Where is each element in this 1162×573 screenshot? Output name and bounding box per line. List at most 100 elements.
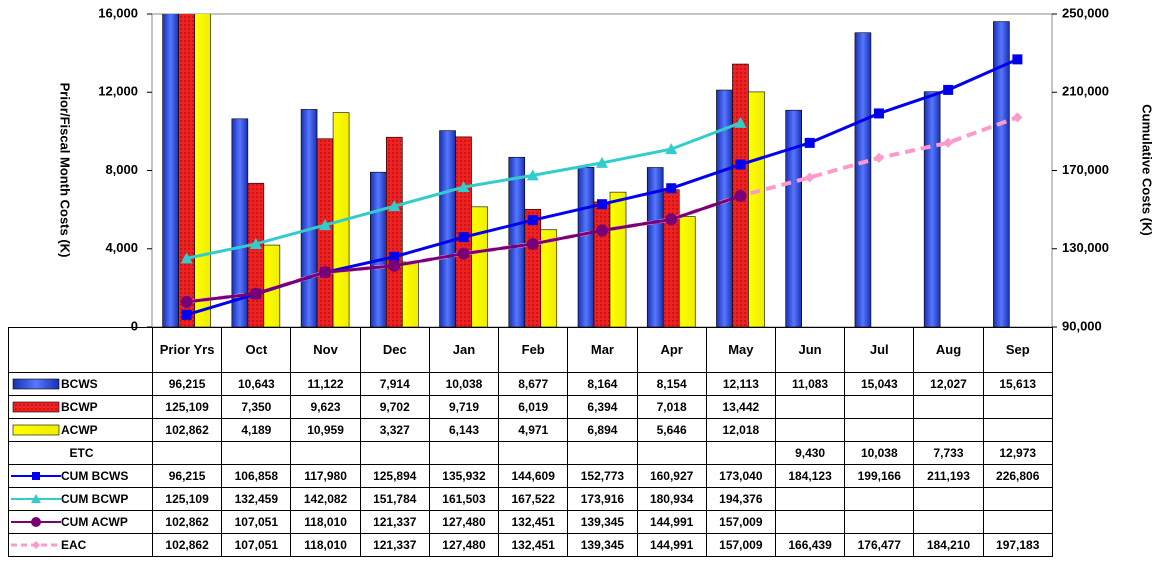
data-cell: 127,480 xyxy=(428,533,500,557)
x-tick-label: Nov xyxy=(290,327,361,373)
bar xyxy=(455,136,472,327)
data-cell: 226,806 xyxy=(982,464,1053,488)
data-cell xyxy=(774,395,846,419)
data-cell: 160,927 xyxy=(636,464,707,488)
marker xyxy=(388,200,401,212)
data-cell: 125,894 xyxy=(359,464,430,488)
legend-key xyxy=(12,379,60,390)
x-tick-label: Jul xyxy=(844,327,915,373)
data-cell: 151,784 xyxy=(359,487,430,511)
data-cell: 197,183 xyxy=(982,533,1053,557)
data-cell xyxy=(774,418,846,442)
marker xyxy=(319,266,332,279)
data-cell: 121,337 xyxy=(359,510,430,534)
corner xyxy=(8,327,153,373)
data-cell: 6,143 xyxy=(428,418,500,442)
data-cell: 9,702 xyxy=(359,395,430,419)
marker xyxy=(1012,54,1023,65)
data-cell: 199,166 xyxy=(844,464,915,488)
legend-cell: BCWP xyxy=(8,395,153,419)
x-tick-label: Jun xyxy=(774,327,846,373)
marker xyxy=(249,237,262,249)
marker xyxy=(597,199,607,210)
data-cell: 9,623 xyxy=(290,395,361,419)
marker xyxy=(388,259,401,272)
y-tick-label: 4,000 xyxy=(105,240,138,255)
x-tick-label: Oct xyxy=(221,327,292,373)
data-cell xyxy=(913,395,984,419)
marker xyxy=(526,237,539,250)
legend-label: CUM ACWP xyxy=(61,514,128,529)
data-cell: 7,914 xyxy=(359,372,430,396)
marker xyxy=(873,152,884,163)
marker xyxy=(527,215,538,226)
bar xyxy=(524,208,542,327)
bar xyxy=(993,21,1010,327)
x-tick-label: Prior Yrs xyxy=(151,327,223,373)
data-cell xyxy=(498,441,569,465)
data-cell: 180,934 xyxy=(636,487,707,511)
legend-swatch xyxy=(12,402,60,413)
data-cell: 4,971 xyxy=(498,418,569,442)
y-tick-label: 12,000 xyxy=(98,84,138,99)
data-cell xyxy=(221,441,292,465)
bar xyxy=(923,91,941,327)
legend-label: CUM BCWP xyxy=(61,491,129,506)
table-row: ETC 9,430 10,038 7,733 12,973 xyxy=(8,441,1053,465)
data-cell: 6,394 xyxy=(567,395,638,419)
data-cell: 166,439 xyxy=(774,533,846,557)
y-tick-label: 8,000 xyxy=(105,162,138,177)
data-cell: 142,082 xyxy=(290,487,361,511)
data-cell xyxy=(844,395,915,419)
data-cell: 211,193 xyxy=(913,464,984,488)
marker xyxy=(943,137,954,148)
y2-tick-label: 90,000 xyxy=(1062,318,1102,333)
data-cell: 117,980 xyxy=(290,464,361,488)
data-cell: 144,609 xyxy=(498,464,569,488)
x-tick-label: Feb xyxy=(498,327,569,373)
legend-label: EAC xyxy=(61,537,87,552)
legend-key xyxy=(11,494,61,504)
bar xyxy=(508,156,526,327)
x-tick-label: Mar xyxy=(567,327,638,373)
data-cell: 8,154 xyxy=(636,372,707,396)
data-cell xyxy=(982,418,1053,442)
marker xyxy=(943,84,954,95)
marker xyxy=(596,156,608,168)
data-cell: 102,862 xyxy=(151,533,223,557)
data-cell: 10,959 xyxy=(290,418,361,442)
data-cell xyxy=(982,510,1053,534)
x-tick-label: Jan xyxy=(428,327,500,373)
data-cell: 12,973 xyxy=(982,441,1053,465)
marker xyxy=(804,137,815,148)
legend-cell: ETC xyxy=(8,441,153,465)
bar xyxy=(662,189,680,327)
marker xyxy=(249,287,262,300)
bar xyxy=(247,182,265,327)
data-cell: 118,010 xyxy=(290,510,361,534)
bar xyxy=(178,14,195,327)
legend-swatch xyxy=(12,379,60,390)
data-cell: 11,122 xyxy=(290,372,361,396)
data-cell: 173,916 xyxy=(567,487,638,511)
marker xyxy=(665,213,678,226)
bar xyxy=(609,191,627,327)
data-cell xyxy=(913,418,984,442)
marker xyxy=(31,517,41,528)
data-cell: 7,018 xyxy=(636,395,707,419)
data-cell xyxy=(359,441,430,465)
marker xyxy=(180,252,193,264)
data-cell: 10,643 xyxy=(221,372,292,396)
bar xyxy=(194,14,211,327)
legend-cell: ACWP xyxy=(8,418,153,442)
data-table: Prior Yrs Oct Nov Dec Jan Feb Mar Apr May Jun Jul A… xyxy=(8,327,1053,557)
data-cell: 157,009 xyxy=(705,533,776,557)
marker xyxy=(734,116,747,128)
data-cell: 6,019 xyxy=(498,395,569,419)
table-row: EAC 102,862 107,051 118,010 121,337 127,480 13… xyxy=(8,533,1053,557)
marker xyxy=(596,224,608,237)
bar xyxy=(540,229,558,327)
data-cell xyxy=(913,510,984,534)
bar xyxy=(386,136,403,327)
